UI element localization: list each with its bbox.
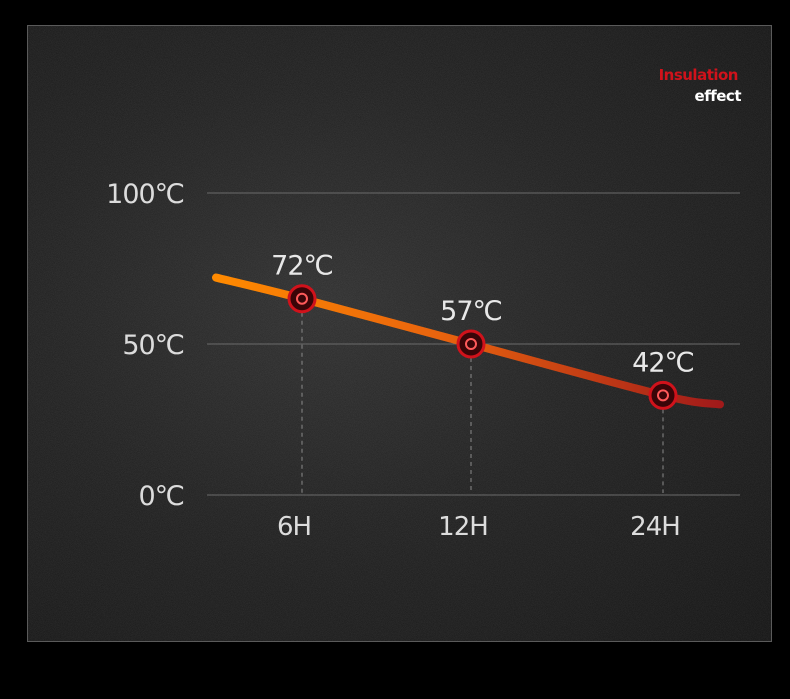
y-tick-label: 100℃ [106,179,184,210]
data-label: 57℃ [440,296,502,327]
x-tick-label: 24H [630,512,680,542]
x-tick-label: 6H [277,512,311,542]
y-tick-label: 0℃ [138,481,184,512]
y-axis-ticks: 0℃ 50℃ 100℃ [106,179,185,512]
y-tick-label: 50℃ [122,330,184,361]
data-label: 72℃ [271,251,333,282]
data-point-marker [648,380,678,410]
legend-title-white: effect [695,87,742,105]
x-axis-ticks: 6H 12H 24H [277,512,681,542]
data-markers [287,284,678,410]
data-labels: 72℃ 57℃ 42℃ [271,251,695,379]
data-point-marker [456,329,486,359]
data-point-marker [287,284,317,314]
texture-overlay [28,26,771,641]
x-tick-label: 12H [438,512,488,542]
data-label: 42℃ [632,347,694,378]
drop-lines [301,312,664,493]
legend-title-red: Insulation [659,66,738,84]
